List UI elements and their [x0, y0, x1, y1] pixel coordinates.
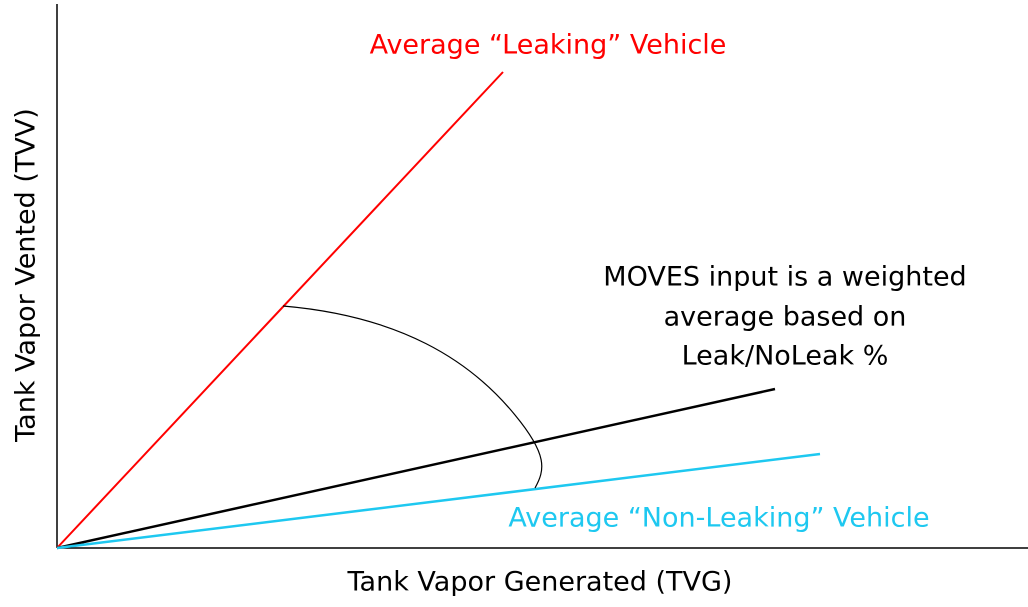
leaking-label: Average “Leaking” Vehicle	[370, 30, 727, 61]
non-leaking-line	[56, 452, 821, 550]
y-axis-label: Tank Vapor Vented (TVV)	[11, 108, 42, 443]
annotation-line: MOVES input is a weighted	[603, 262, 966, 293]
annotation-line: average based on	[664, 302, 907, 333]
annotation-line: Leak/NoLeak %	[682, 341, 889, 372]
non-leaking-label: Average “Non-Leaking” Vehicle	[508, 503, 929, 534]
connector-curve	[282, 305, 543, 489]
leaking-line	[56, 71, 504, 549]
x-axis-label: Tank Vapor Generated (TVG)	[347, 567, 733, 598]
weighted-line	[56, 387, 776, 550]
